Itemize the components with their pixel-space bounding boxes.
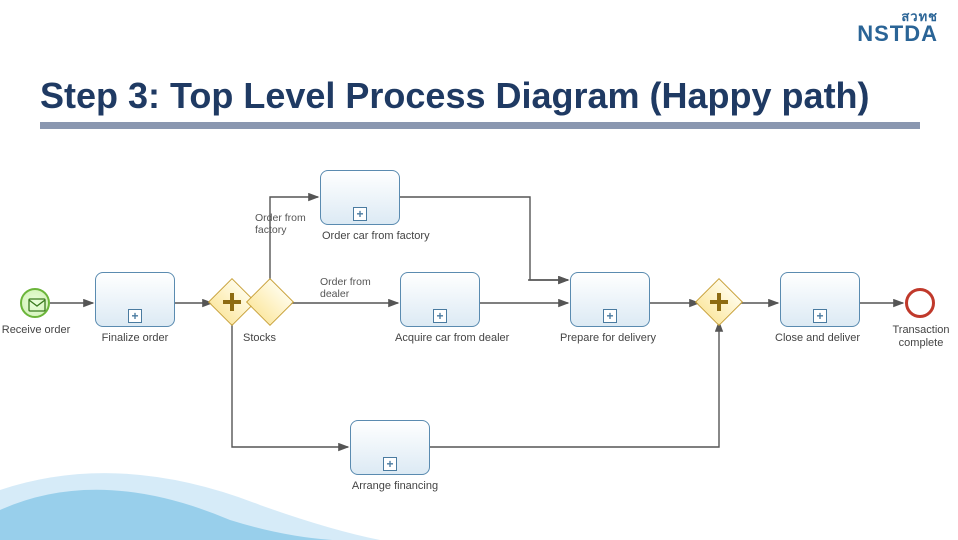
gateway-stocks-label: Stocks — [243, 332, 298, 345]
task-close-deliver: + — [780, 272, 860, 327]
condition-order-from-dealer: Order from dealer — [320, 276, 380, 300]
expand-icon: + — [603, 309, 617, 323]
task-order-factory: + — [320, 170, 400, 225]
logo-bottom: NSTDA — [857, 23, 938, 45]
expand-icon: + — [433, 309, 447, 323]
logo: สวทช NSTDA — [857, 10, 938, 45]
start-event — [20, 288, 50, 318]
decorative-wave — [0, 450, 380, 540]
task-finalize-order: + — [95, 272, 175, 327]
task-order-factory-label: Order car from factory — [322, 230, 462, 243]
expand-icon: + — [128, 309, 142, 323]
page-title: Step 3: Top Level Process Diagram (Happy… — [40, 75, 870, 117]
task-acquire-dealer: + — [400, 272, 480, 327]
task-prepare-delivery: + — [570, 272, 650, 327]
expand-icon: + — [383, 457, 397, 471]
expand-icon: + — [813, 309, 827, 323]
end-event — [905, 288, 935, 318]
start-event-label: Receive order — [0, 324, 72, 337]
task-prepare-label: Prepare for delivery — [560, 332, 680, 345]
end-event-label: Transaction complete — [885, 324, 957, 350]
task-close-label: Close and deliver — [775, 332, 875, 345]
task-acquire-dealer-label: Acquire car from dealer — [395, 332, 535, 345]
task-finalize-order-label: Finalize order — [95, 332, 175, 345]
expand-icon: + — [353, 207, 367, 221]
condition-order-from-factory: Order from factory — [255, 212, 315, 236]
title-underline — [40, 122, 920, 129]
